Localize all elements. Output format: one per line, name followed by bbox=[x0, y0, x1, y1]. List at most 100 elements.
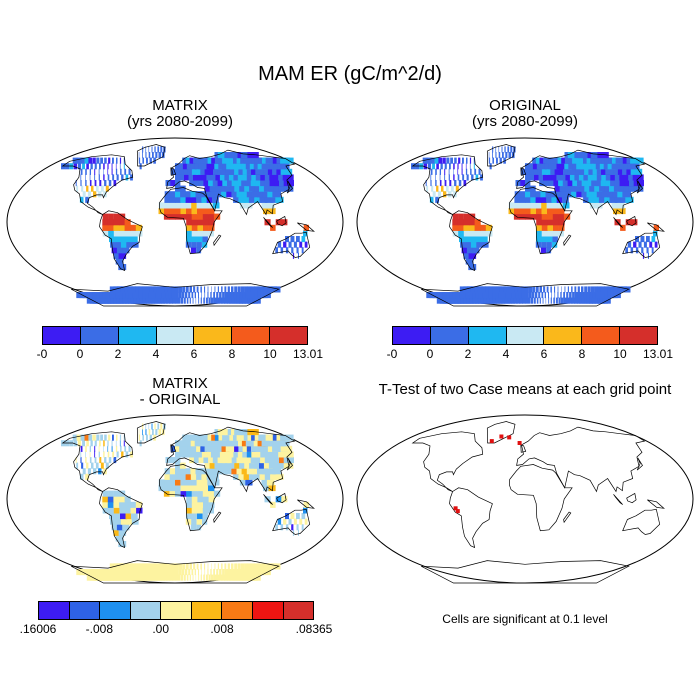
colorbar-swatch bbox=[283, 602, 314, 619]
colorbar-tick-label: 4 bbox=[502, 347, 510, 361]
panel-title-line2: (yrs 2080-2099) bbox=[127, 113, 233, 130]
coastline-sumatra bbox=[613, 217, 623, 228]
coastline-australia bbox=[272, 508, 311, 535]
colorbar-tick-label: 2 bbox=[464, 347, 472, 361]
coastline-antarctica bbox=[71, 560, 280, 584]
colorbar-swatch bbox=[393, 327, 431, 344]
colorbar-tick-label: 10 bbox=[263, 347, 277, 361]
panel-title-matrix: MATRIX (yrs 2080-2099) bbox=[75, 98, 285, 130]
panel-title-line2: (yrs 2080-2099) bbox=[472, 113, 578, 130]
figure-title: MAM ER (gC/m^2/d) bbox=[258, 63, 442, 85]
coastline-greenland bbox=[136, 421, 166, 444]
coastline-newguinea bbox=[647, 499, 665, 509]
colorbar-tick-label: -0 bbox=[36, 347, 48, 361]
panel-title-line1: ORIGINAL bbox=[489, 97, 561, 114]
coastline-antarctica bbox=[421, 560, 630, 584]
significant-cell bbox=[453, 506, 458, 511]
significant-cell bbox=[499, 434, 504, 439]
coastline-northAmerica bbox=[61, 431, 134, 492]
colorbar-tick-label: 8 bbox=[578, 347, 586, 361]
coastline-newguinea bbox=[647, 222, 665, 232]
map-original bbox=[356, 137, 694, 307]
colorbar-matrix-labels: -0 0 2 4 6 8 10 13.01 bbox=[37, 347, 323, 363]
colorbar-matrix bbox=[42, 326, 308, 345]
colorbar-swatch bbox=[161, 602, 192, 619]
map-difference bbox=[6, 414, 344, 584]
colorbar-tick-label: -.008 bbox=[85, 622, 114, 636]
coastline-uk bbox=[170, 444, 177, 453]
coastline-sumatra bbox=[263, 217, 273, 228]
data-cells bbox=[61, 146, 309, 304]
coastline-japan bbox=[636, 457, 643, 471]
coastline-madagascar bbox=[213, 511, 222, 524]
colorbar-swatch bbox=[252, 602, 284, 619]
coastline-japan bbox=[286, 457, 293, 471]
coastline-eurasia bbox=[166, 426, 296, 493]
colorbar-swatch bbox=[39, 602, 70, 619]
panel-title-ttest: T-Test of two Case means at each grid po… bbox=[350, 382, 700, 398]
colorbar-tick-label: .008 bbox=[210, 622, 234, 636]
colorbar-swatch bbox=[468, 327, 507, 344]
map-ttest bbox=[356, 414, 694, 584]
coastline-africa bbox=[509, 464, 573, 532]
colorbar-difference-labels: .16006 -.008 .00 .008 .08365 bbox=[20, 622, 333, 638]
colorbar-tick-label: .16006 bbox=[19, 622, 57, 636]
coastline-southAmerica bbox=[449, 210, 493, 272]
colorbar-tick-label: 2 bbox=[114, 347, 122, 361]
coastline-borneo bbox=[276, 492, 287, 504]
coastline-sumatra bbox=[613, 494, 623, 505]
coastline-eurasia bbox=[166, 149, 296, 216]
significant-cell bbox=[455, 509, 460, 514]
coastline-greenland bbox=[486, 144, 516, 167]
coastline-newguinea bbox=[297, 499, 315, 509]
coastline-australia bbox=[622, 508, 661, 535]
colorbar-swatch bbox=[544, 327, 583, 344]
panel-title-line1: MATRIX bbox=[152, 97, 208, 114]
colorbar-swatch bbox=[156, 327, 195, 344]
coastline-africa bbox=[159, 187, 223, 255]
colorbar-tick-label: 6 bbox=[190, 347, 198, 361]
colorbar-tick-label: 0 bbox=[426, 347, 434, 361]
colorbar-swatch bbox=[100, 602, 131, 619]
coastline-greenland bbox=[486, 421, 516, 444]
significance-footnote: Cells are significant at 0.1 level bbox=[442, 612, 608, 626]
coastline-newguinea bbox=[297, 222, 315, 232]
coastline-australia bbox=[622, 231, 661, 258]
colorbar-swatch bbox=[69, 602, 101, 619]
colorbar-difference bbox=[38, 601, 314, 620]
coastline-northAmerica bbox=[411, 154, 484, 215]
panel-title-line1: T-Test of two Case means at each grid po… bbox=[378, 381, 672, 398]
coastline-japan bbox=[286, 180, 293, 194]
colorbar-original bbox=[392, 326, 658, 345]
coastline-southAmerica bbox=[99, 487, 143, 549]
colorbar-tick-label: .00 bbox=[152, 622, 169, 636]
coastline-greenland bbox=[136, 144, 166, 167]
panel-title-line2: - ORIGINAL bbox=[139, 391, 221, 408]
significant-cell bbox=[507, 435, 512, 440]
colorbar-swatch bbox=[130, 602, 162, 619]
coastline-madagascar bbox=[563, 234, 572, 247]
panel-title-line1: MATRIX bbox=[152, 375, 208, 392]
colorbar-swatch bbox=[270, 327, 308, 344]
coastline-borneo bbox=[276, 215, 287, 227]
coastline-madagascar bbox=[563, 511, 572, 524]
coastline-sumatra bbox=[263, 494, 273, 505]
colorbar-swatch bbox=[430, 327, 469, 344]
map-matrix bbox=[6, 137, 344, 307]
panel-title-difference: MATRIX - ORIGINAL bbox=[75, 376, 285, 408]
coastline-antarctica bbox=[71, 283, 280, 307]
colorbar-swatch bbox=[43, 327, 81, 344]
coastline-uk bbox=[170, 167, 177, 176]
colorbar-swatch bbox=[118, 327, 157, 344]
colorbar-swatch bbox=[506, 327, 545, 344]
coastline-northAmerica bbox=[61, 154, 134, 215]
colorbar-swatch bbox=[582, 327, 621, 344]
coastline-africa bbox=[509, 187, 573, 255]
colorbar-swatch bbox=[222, 602, 253, 619]
colorbar-tick-label: 8 bbox=[228, 347, 236, 361]
colorbar-swatch bbox=[194, 327, 233, 344]
coastline-africa bbox=[159, 464, 223, 532]
colorbar-tick-label: 4 bbox=[152, 347, 160, 361]
coastline-japan bbox=[636, 180, 643, 194]
coastline-australia bbox=[272, 231, 311, 258]
